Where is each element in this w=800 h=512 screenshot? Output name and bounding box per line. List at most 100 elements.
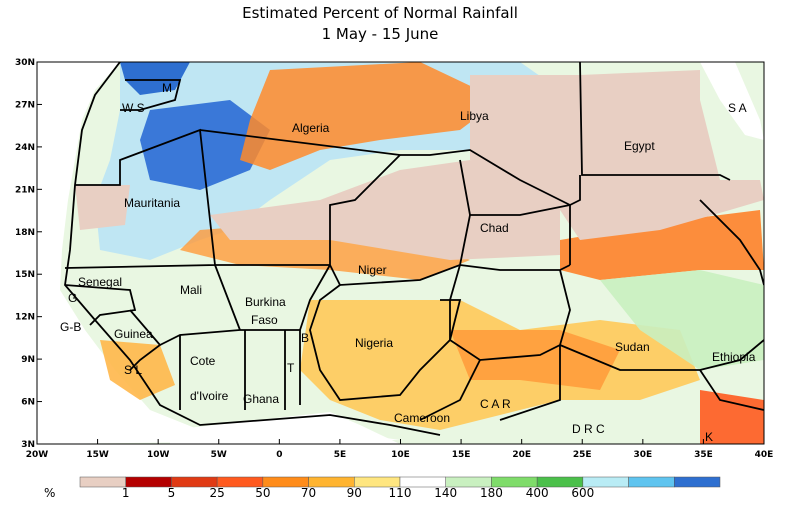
lon-tick-label: 0 (276, 450, 282, 460)
label-gambia: G (68, 291, 77, 305)
label-sierra-leone: S L (124, 363, 142, 377)
longitude-ticks: 20W 15W 10W 5W 0 5E 10E 15E 20E 25E 30E 35E 40E (26, 439, 774, 460)
label-senegal: Senegal (78, 275, 122, 289)
no-rain-area-libya-egypt (470, 70, 764, 240)
label-mauritania: Mauritania (124, 196, 180, 210)
lon-tick-label: 10E (391, 450, 410, 460)
colorbar-label: 50 (255, 486, 270, 500)
border-mali-burkina (159, 264, 331, 346)
no-rain-area-mauritania (75, 185, 130, 230)
country-borders (64, 62, 764, 436)
map-title: Estimated Percent of Normal Rainfall (242, 4, 518, 22)
lon-tick-label: 40E (755, 450, 774, 460)
label-saudi-arabia: S A (728, 101, 747, 115)
gulf-of-guinea (170, 412, 400, 444)
lat-tick-label: 6N (21, 398, 35, 408)
map-subtitle: 1 May - 15 June (321, 25, 439, 43)
colorbar-swatch (79, 476, 126, 488)
border-chad-car (449, 264, 571, 361)
lat-tick-label: 18N (15, 228, 35, 238)
label-benin: B (301, 331, 309, 345)
colorbar-label: 400 (526, 486, 549, 500)
lon-tick-label: 25E (573, 450, 592, 460)
label-mali: Mali (180, 283, 202, 297)
border-mali-algeria (215, 154, 401, 266)
label-egypt: Egypt (624, 139, 655, 153)
colorbar-label: 5 (168, 486, 176, 500)
label-divoire: d'Ivoire (190, 389, 229, 403)
atlantic-ocean (37, 62, 400, 444)
label-togo: T (287, 361, 295, 375)
deep-blue-zone-north (120, 62, 190, 95)
lon-tick-label: 5W (211, 450, 227, 460)
border-coastal-states (179, 330, 301, 410)
label-cote: Cote (190, 354, 216, 368)
lat-tick-label: 21N (15, 185, 35, 195)
map-field (37, 62, 764, 444)
colorbar-unit: % (44, 486, 55, 500)
label-niger: Niger (358, 263, 387, 277)
label-ghana: Ghana (243, 392, 279, 406)
lon-tick-label: 20W (26, 450, 49, 460)
border-ethiopia (699, 199, 764, 411)
deep-blue-zone (140, 100, 270, 190)
label-algeria: Algeria (292, 121, 330, 135)
border-mauritania (64, 128, 217, 269)
label-sudan: Sudan (615, 340, 650, 354)
border-western-sahara (120, 79, 182, 111)
border-niger (329, 159, 471, 286)
lat-tick-label: 15N (15, 270, 35, 280)
colorbar-label: 70 (301, 486, 316, 500)
border-cameroon-car (419, 345, 561, 421)
label-kenya: K (705, 430, 713, 444)
label-burkina: Burkina (245, 295, 286, 309)
lon-tick-label: 5E (334, 450, 346, 460)
lat-tick-label: 9N (21, 355, 35, 365)
lon-tick-label: 30E (633, 450, 652, 460)
border-senegal-guinea (64, 284, 162, 371)
label-cameroon: Cameroon (394, 411, 450, 425)
lon-tick-label: 35E (694, 450, 713, 460)
label-ethiopia: Ethiopia (712, 350, 756, 364)
colorbar-label: 25 (210, 486, 225, 500)
label-faso: Faso (251, 313, 278, 327)
lat-tick-label: 24N (15, 143, 35, 153)
label-guinea-bissau: G-B (60, 320, 81, 334)
border-libya-sudan (569, 175, 581, 206)
lat-tick-label: 3N (21, 440, 35, 450)
label-drc: D R C (572, 422, 605, 436)
no-rain-area-central (210, 160, 560, 260)
border-egypt (579, 62, 731, 181)
label-western-sahara: W S (122, 101, 145, 115)
border-chad (459, 204, 571, 271)
lat-tick-label: 12N (15, 313, 35, 323)
lon-tick-label: 20E (512, 450, 531, 460)
colorbar-swatch (125, 476, 172, 488)
label-libya: Libya (460, 109, 489, 123)
label-morocco: M (162, 81, 172, 95)
lat-tick-label: 30N (15, 58, 35, 68)
label-guinea: Guinea (114, 327, 153, 341)
colorbar-label: 90 (347, 486, 362, 500)
latitude-ticks: 30N 27N 24N 21N 18N 15N 12N 9N 6N 3N (15, 58, 42, 450)
dry-band-sudan (560, 210, 764, 280)
colorbar-label: 110 (389, 486, 412, 500)
colorbar-swatch (628, 476, 675, 488)
label-car: C A R (480, 397, 511, 411)
country-labels: Algeria Libya Egypt W S M S A Mauritania… (60, 81, 756, 444)
red-sea (700, 62, 764, 140)
colorbar-swatch (674, 476, 721, 488)
colorbar-label: 180 (480, 486, 503, 500)
colorbar-label: 140 (434, 486, 457, 500)
ethiopia-wet (600, 270, 764, 370)
lon-tick-label: 15E (452, 450, 471, 460)
border-nigeria (309, 284, 462, 401)
label-chad: Chad (480, 221, 509, 235)
lon-tick-label: 15W (86, 450, 109, 460)
label-nigeria: Nigeria (355, 336, 393, 350)
southern-deficit-core (450, 330, 620, 390)
kenya-deficit (700, 390, 764, 444)
colorbar-label: 1 (122, 486, 130, 500)
lat-tick-label: 27N (15, 100, 35, 110)
